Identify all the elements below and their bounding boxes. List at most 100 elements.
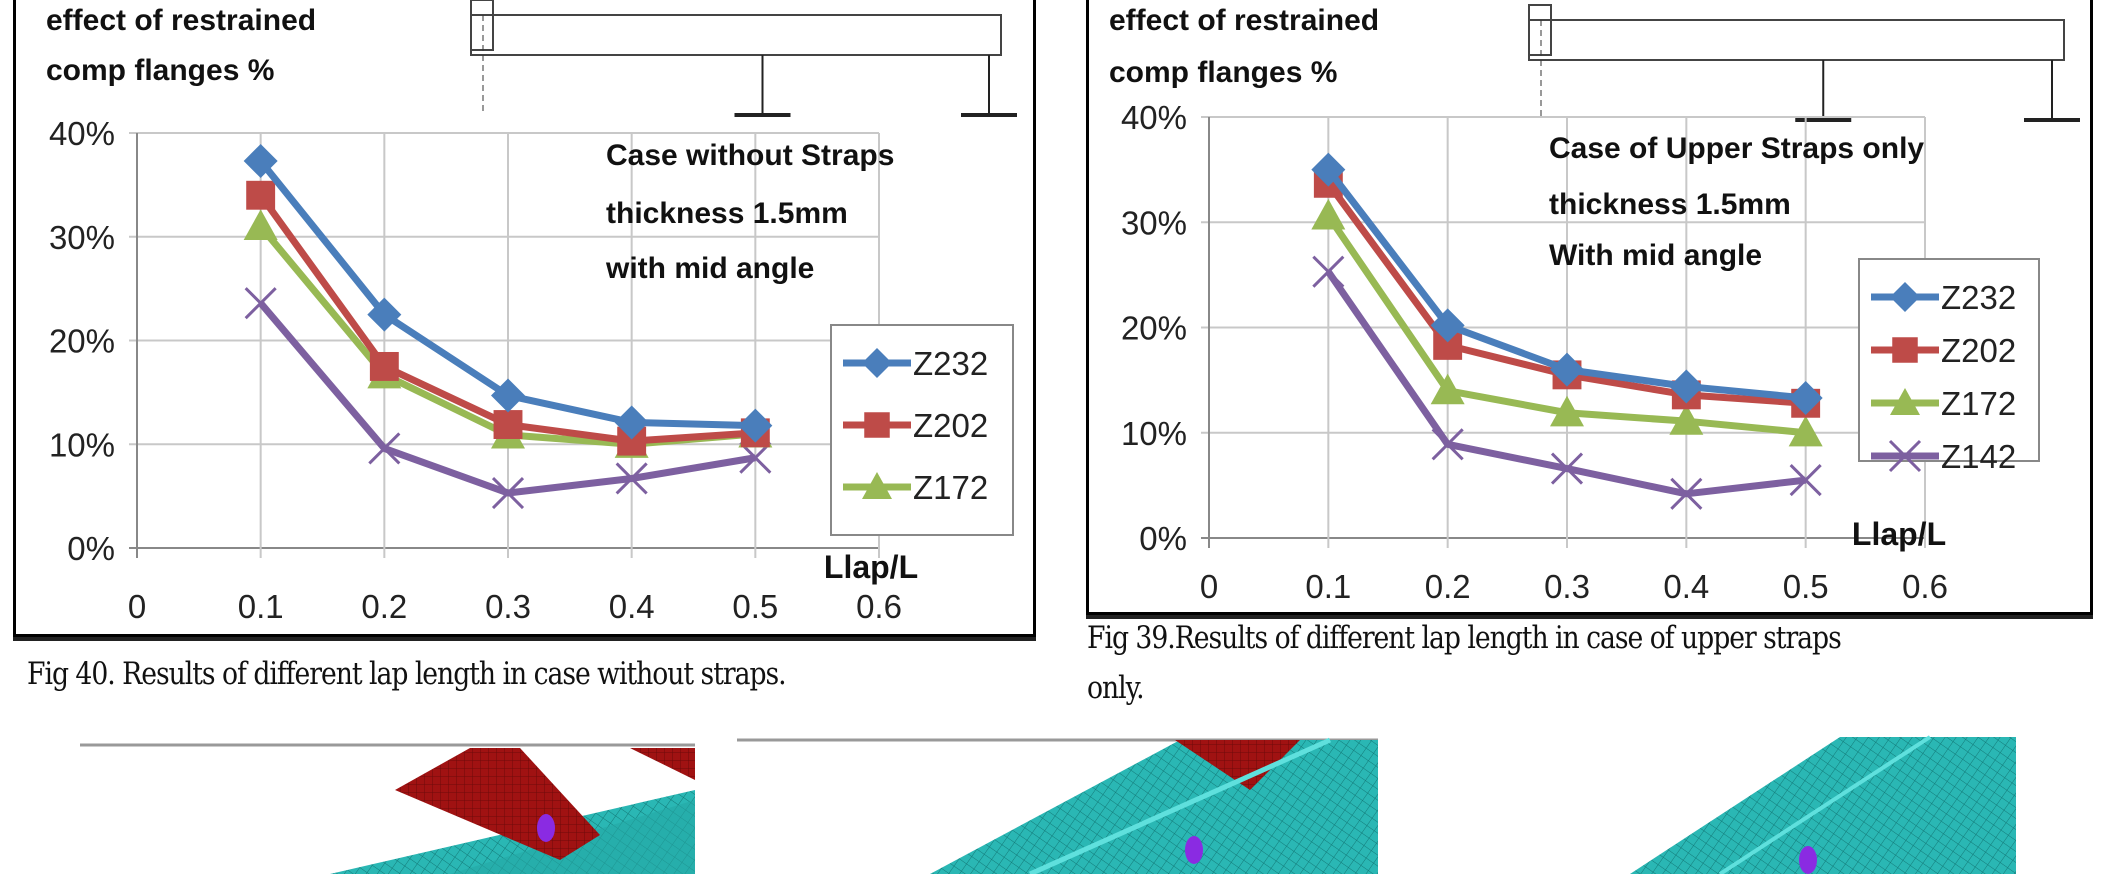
fem-image-1 [80, 743, 695, 874]
fig39-caption-line2: only. [1087, 670, 1145, 706]
x-tick-label: 0.4 [1663, 568, 1709, 605]
end-support [470, 0, 494, 51]
case-annotation: Case without Straps [606, 139, 894, 172]
fig40-caption: Fig 40. Results of different lap length … [27, 656, 787, 692]
legend-label: Z232 [1941, 279, 2016, 316]
bolt-icon [1185, 836, 1203, 864]
data-point [491, 476, 525, 510]
data-point [367, 297, 402, 332]
bolt-icon [1799, 846, 1817, 874]
data-point [1788, 415, 1823, 447]
y-tick-label: 0% [67, 530, 115, 567]
beam-outline [1528, 19, 2065, 61]
legend-marker [862, 348, 892, 378]
x-tick-label: 0.1 [1305, 568, 1351, 605]
x-tick-label: 0.3 [485, 588, 531, 625]
y-tick-label: 10% [49, 426, 115, 463]
data-point [1312, 255, 1345, 288]
x-tick-label: 0.1 [238, 588, 284, 625]
data-point [739, 441, 772, 474]
beam-mesh [330, 790, 695, 874]
legend-marker [1888, 439, 1922, 473]
data-point [493, 410, 523, 439]
case-annotation: With mid angle [1549, 239, 1762, 272]
y-tick-label: 10% [1121, 415, 1187, 452]
beam-diagram [470, 0, 1017, 117]
y-tick-label: 20% [1121, 310, 1187, 347]
strap-plate [395, 748, 600, 860]
legend-label: Z232 [913, 345, 988, 382]
series-z232 [243, 144, 773, 443]
data-point [1550, 352, 1584, 387]
x-tick-label: 0.6 [1902, 568, 1948, 605]
x-tick-label: 0 [128, 588, 146, 625]
beam-diagram [1528, 4, 2080, 122]
x-tick-label: 0.2 [361, 588, 407, 625]
data-point [1788, 381, 1823, 416]
case-annotation: thickness 1.5mm [1549, 188, 1791, 221]
data-point [369, 351, 399, 381]
series-z142 [1312, 255, 1822, 510]
y-tick-label: 30% [49, 219, 115, 256]
x-tick-label: 0 [1200, 568, 1218, 605]
data-point [1669, 369, 1704, 404]
data-point [244, 287, 277, 320]
legend-marker [1890, 388, 1920, 415]
x-tick-label: 0.3 [1544, 568, 1590, 605]
y-axis-title: comp flanges % [1109, 56, 1337, 89]
y-tick-label: 40% [1121, 99, 1187, 136]
legend-marker [1892, 337, 1918, 363]
data-point [615, 462, 648, 495]
fig39-caption-line1: Fig 39.Results of different lap length i… [1087, 620, 1842, 656]
y-tick-label: 30% [1121, 204, 1187, 241]
beam-mesh [1630, 737, 2016, 874]
data-point [738, 408, 773, 443]
data-point [1669, 404, 1704, 435]
end-support [1528, 4, 1552, 56]
data-point [243, 209, 278, 240]
y-tick-label: 40% [49, 115, 115, 152]
data-point [243, 144, 278, 179]
beam-mesh [930, 740, 1378, 874]
series-unlabeled [244, 287, 772, 510]
y-axis-title: effect of restrained [46, 4, 316, 37]
series-z232 [1311, 152, 1823, 416]
fem-image-2 [737, 737, 1378, 874]
legend-label: Z172 [1941, 385, 2016, 422]
data-point [1430, 308, 1465, 343]
legend-marker [1890, 282, 1920, 312]
x-axis-title: Llap/L [1852, 516, 1946, 552]
data-point [1550, 395, 1584, 427]
chart-fig39: effect of restrained comp flanges % 0% 10% 2… [1109, 4, 2080, 605]
case-annotation: with mid angle [605, 252, 814, 285]
y-axis-title: comp flanges % [46, 54, 274, 87]
data-point [491, 378, 525, 413]
legend-label: Z202 [1941, 332, 2016, 369]
figure-40-frame: effect of restrained comp flanges % 0% 10% 2… [13, 0, 1036, 637]
data-point [1431, 428, 1464, 461]
data-point [1789, 464, 1822, 497]
x-tick-label: 0.2 [1425, 568, 1471, 605]
x-axis-title: Llap/L [824, 549, 918, 585]
legend-label: Z142 [1941, 438, 2016, 475]
figure-39-frame: effect of restrained comp flanges % 0% 10% 2… [1086, 0, 2093, 615]
data-point [614, 405, 649, 440]
data-point [1311, 152, 1346, 187]
legend-marker [862, 472, 892, 499]
x-tick-label: 0.5 [1783, 568, 1829, 605]
beam-outline [470, 14, 1002, 56]
data-point [1311, 198, 1346, 230]
y-tick-label: 20% [49, 323, 115, 360]
legend: Z232 Z202 Z172 [830, 324, 1014, 536]
legend: Z232 Z202 Z172 Z142 [1858, 258, 2040, 475]
data-point [368, 432, 401, 465]
data-point [1550, 452, 1584, 485]
series-z172 [1311, 198, 1823, 447]
legend-marker [864, 412, 890, 438]
case-annotation: thickness 1.5mm [606, 197, 848, 230]
chart-fig40: effect of restrained comp flanges % 0% 10% 2… [46, 0, 1017, 625]
y-tick-label: 0% [1139, 520, 1187, 557]
legend-label: Z202 [913, 407, 988, 444]
legend-label: Z172 [913, 469, 988, 506]
